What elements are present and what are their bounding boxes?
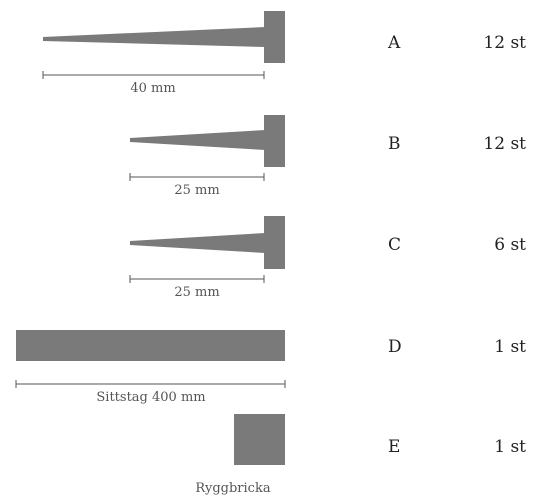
part-b-letter: B (388, 134, 401, 154)
part-c-dimension-label: 25 mm (174, 285, 220, 300)
part-c-quantity: 6 st (494, 235, 526, 255)
part-c-head (264, 216, 285, 269)
part-b-head (264, 115, 285, 167)
part-a-dimension-label: 40 mm (130, 81, 176, 96)
part-b-quantity: 12 st (483, 134, 526, 154)
part-a-pin (43, 27, 265, 47)
part-d-letter: D (388, 337, 402, 357)
part-a-quantity: 12 st (483, 33, 526, 53)
part-b-dimension-label: 25 mm (174, 183, 220, 198)
part-e-washer (234, 414, 285, 465)
part-e-drawing (234, 414, 285, 465)
part-c-letter: C (388, 235, 402, 255)
part-e-letter: E (388, 437, 401, 457)
part-a-drawing (42, 11, 285, 79)
part-d-drawing (15, 330, 286, 388)
part-a-head (264, 11, 285, 63)
part-c-pin (130, 233, 265, 253)
part-e-quantity: 1 st (494, 437, 526, 457)
part-d-bar (16, 330, 285, 361)
part-b-drawing (129, 115, 285, 181)
part-d-dimension-label: Sittstag 400 mm (96, 390, 206, 405)
part-d-quantity: 1 st (494, 337, 526, 357)
part-b-pin (130, 130, 265, 150)
part-e-label: Ryggbricka (195, 481, 271, 496)
part-c-drawing (129, 216, 285, 283)
part-a-letter: A (388, 33, 401, 53)
